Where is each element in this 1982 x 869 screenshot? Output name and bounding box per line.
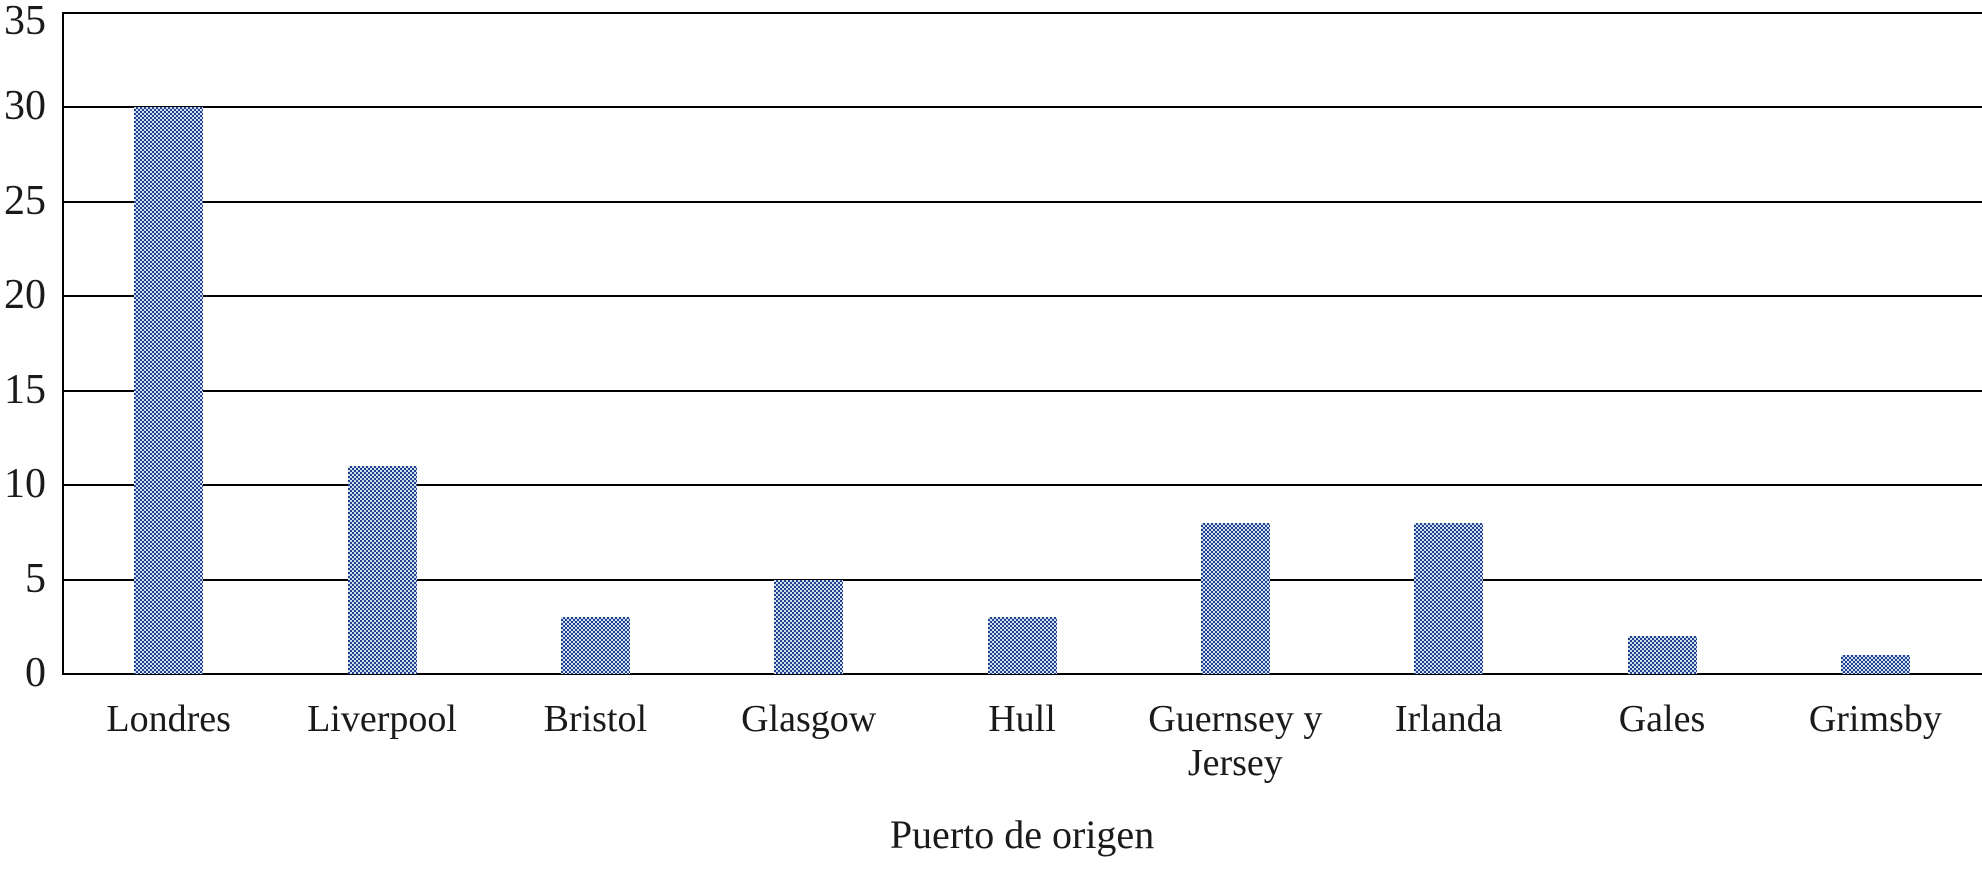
bar-liverpool (347, 466, 417, 674)
gridline-y-10 (62, 484, 1982, 487)
plot-area (62, 12, 1982, 675)
y-tick-label-0: 0 (25, 650, 46, 696)
gridline-y-15 (62, 389, 1982, 392)
x-axis-title: Puerto de origen (889, 812, 1155, 857)
bar-grimsby (1840, 655, 1910, 674)
x-category-label-londres: Londres (106, 698, 231, 740)
y-axis-line (62, 12, 64, 675)
gridline-y-5 (62, 578, 1982, 581)
y-tick-label-20: 20 (4, 272, 46, 319)
bar-glasgow (774, 579, 844, 674)
bar-guernsey-y-jersey (1200, 522, 1270, 674)
bar-gales (1627, 636, 1697, 674)
bar-hull (987, 617, 1057, 674)
x-category-label-guernsey-y-jersey: Guernsey y Jersey (1148, 698, 1323, 784)
bar-irlanda (1414, 522, 1484, 674)
gridline-y-35 (62, 12, 1982, 14)
gridline-y-30 (62, 106, 1982, 109)
y-tick-label-5: 5 (25, 555, 46, 602)
x-category-label-grimsby: Grimsby (1808, 698, 1942, 740)
gridline-y-0 (62, 673, 1982, 675)
y-tick-label-15: 15 (4, 366, 46, 413)
x-category-label-liverpool: Liverpool (307, 698, 457, 740)
y-tick-label-25: 25 (4, 177, 46, 224)
x-category-label-glasgow: Glasgow (741, 698, 877, 740)
gridline-y-20 (62, 295, 1982, 298)
bar-londres (134, 107, 204, 674)
y-tick-label-35: 35 (4, 0, 46, 44)
x-category-label-irlanda: Irlanda (1394, 698, 1503, 740)
y-tick-label-10: 10 (4, 461, 46, 508)
x-category-label-bristol: Bristol (543, 698, 648, 740)
gridline-y-25 (62, 200, 1982, 203)
x-category-label-gales: Gales (1618, 698, 1706, 740)
bar-bristol (560, 617, 630, 674)
y-tick-label-30: 30 (4, 83, 46, 130)
x-category-label-hull: Hull (988, 698, 1056, 740)
